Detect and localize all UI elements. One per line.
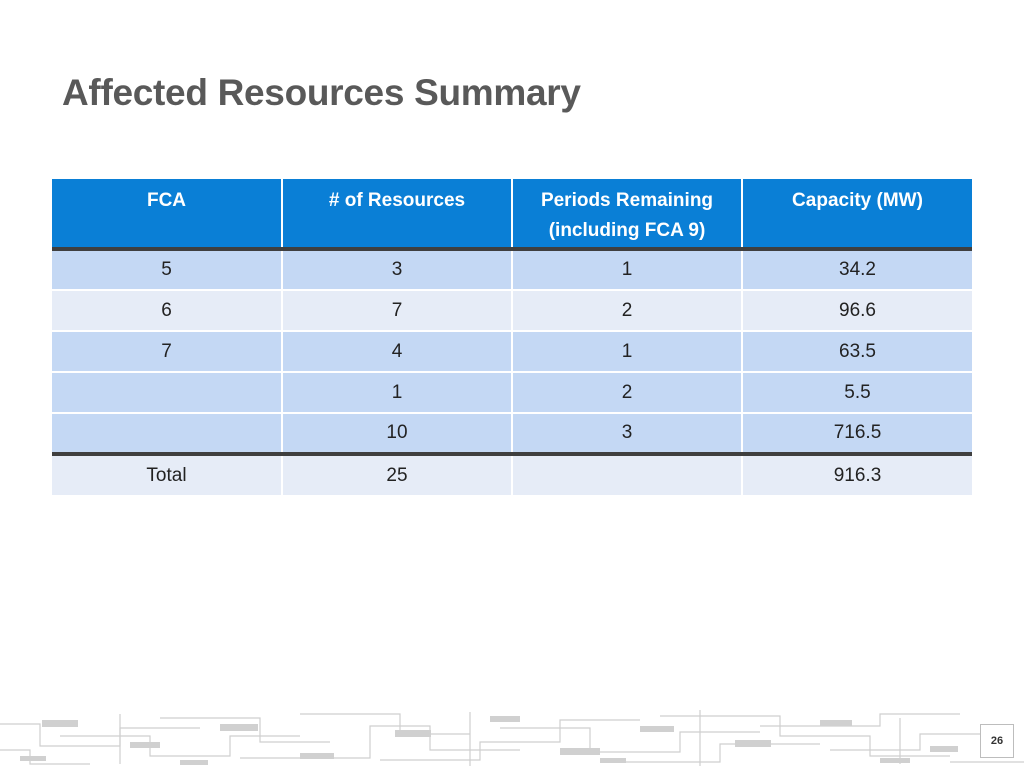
header-capacity: Capacity (MW) <box>741 179 972 251</box>
cell-fca: 6 <box>52 289 282 331</box>
total-periods <box>511 452 742 495</box>
cell-capacity: 5.5 <box>741 371 972 413</box>
table-total-row: Total 25 916.3 <box>52 452 972 495</box>
cell-fca: 7 <box>52 330 282 372</box>
cell-periods: 2 <box>511 289 742 331</box>
table-row: 1 2 5.5 <box>52 371 972 413</box>
cell-resources: 10 <box>281 412 512 454</box>
cell-periods: 1 <box>511 330 742 372</box>
cell-capacity: 63.5 <box>741 330 972 372</box>
table-row: 6 7 2 96.6 <box>52 289 972 331</box>
cell-capacity: 96.6 <box>741 289 972 331</box>
cell-periods: 1 <box>511 248 742 290</box>
affected-resources-table: FCA # of Resources Periods Remaining (in… <box>52 179 972 495</box>
page-number: 26 <box>980 724 1014 758</box>
header-periods-remaining: Periods Remaining (including FCA 9) <box>511 179 742 251</box>
cell-capacity: 34.2 <box>741 248 972 290</box>
cell-capacity: 716.5 <box>741 412 972 454</box>
circuit-board-decoration <box>0 710 1024 766</box>
cell-periods: 2 <box>511 371 742 413</box>
total-capacity: 916.3 <box>741 452 972 495</box>
slide-title: Affected Resources Summary <box>62 72 581 113</box>
table-row: 7 4 1 63.5 <box>52 330 972 372</box>
total-resources: 25 <box>281 452 512 495</box>
cell-fca <box>52 371 282 413</box>
table-header-row: FCA # of Resources Periods Remaining (in… <box>52 179 972 251</box>
table-row: 10 3 716.5 <box>52 412 972 454</box>
cell-resources: 7 <box>281 289 512 331</box>
cell-resources: 4 <box>281 330 512 372</box>
cell-fca: 5 <box>52 248 282 290</box>
total-label: Total <box>52 452 282 495</box>
cell-fca <box>52 412 282 454</box>
header-resources: # of Resources <box>281 179 512 251</box>
cell-resources: 1 <box>281 371 512 413</box>
table-row: 5 3 1 34.2 <box>52 248 972 290</box>
cell-resources: 3 <box>281 248 512 290</box>
cell-periods: 3 <box>511 412 742 454</box>
header-fca: FCA <box>52 179 282 251</box>
